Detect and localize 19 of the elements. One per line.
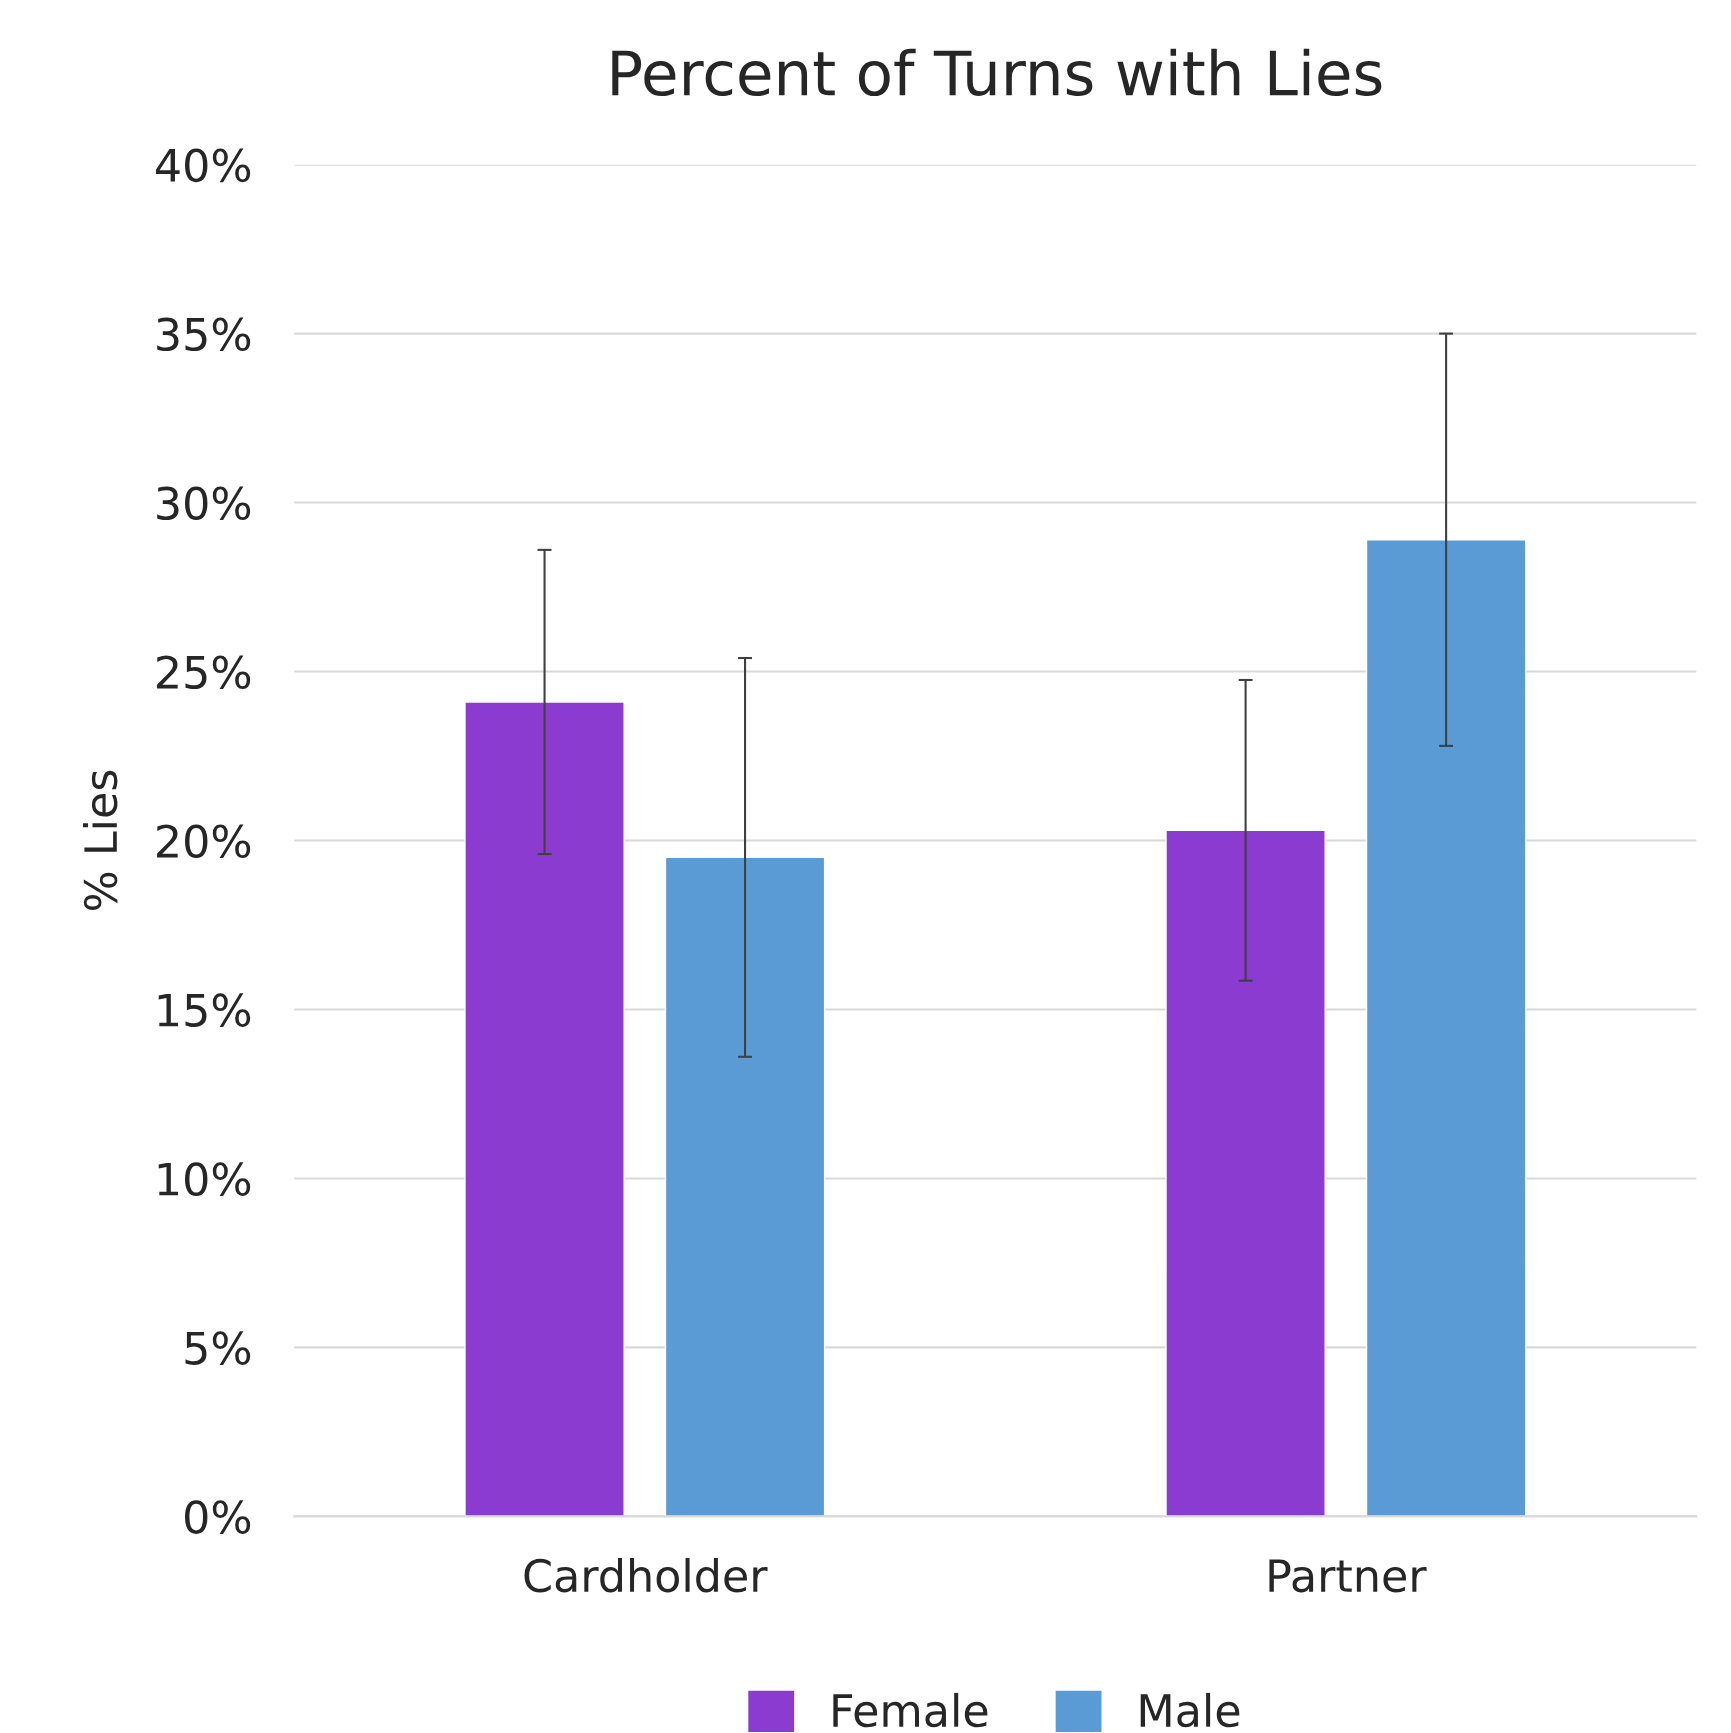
chart-title: Percent of Turns with Lies — [612, 48, 1382, 97]
y-tick-label: 15% — [158, 993, 251, 1027]
x-tick-label: Partner — [1269, 1559, 1427, 1593]
y-tick-label: 0% — [185, 1500, 251, 1534]
y-tick-label: 5% — [185, 1331, 251, 1365]
bar — [664, 856, 826, 1517]
bar — [1365, 539, 1527, 1517]
bar — [464, 701, 625, 1517]
y-tick-label: 10% — [158, 1162, 251, 1196]
y-tick-label: 35% — [157, 317, 251, 352]
y-tick-label: 30% — [157, 486, 251, 521]
legend-label: Male — [1140, 1692, 1240, 1728]
x-tick-label: Cardholder — [524, 1558, 768, 1593]
legend-label: Female — [833, 1692, 988, 1728]
y-tick-label: 25% — [157, 655, 251, 690]
y-tick-label: 40% — [155, 148, 251, 183]
y-axis-title: % Lies — [83, 770, 118, 911]
y-tick-label: 20% — [157, 824, 251, 859]
bar — [1165, 829, 1326, 1517]
